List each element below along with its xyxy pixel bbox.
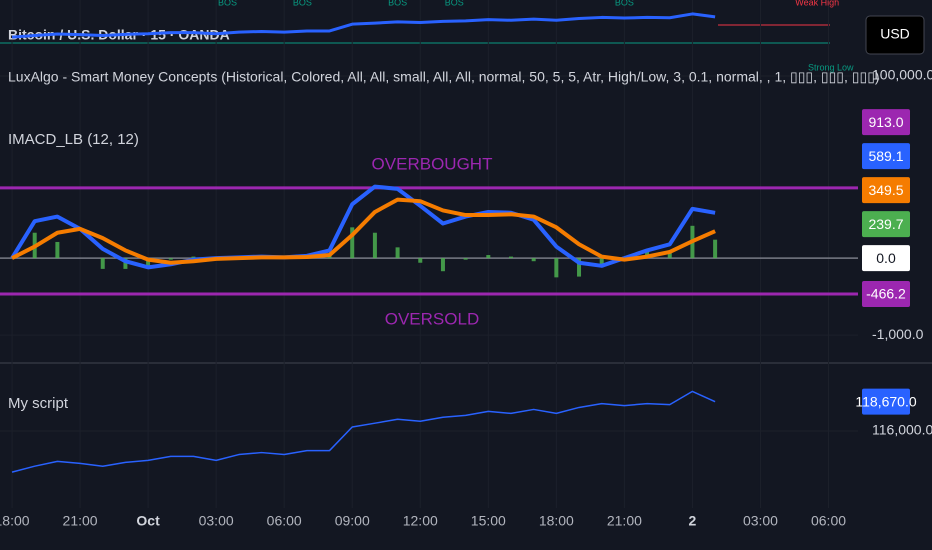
- value-label-box: [862, 177, 910, 204]
- histogram-bar: [372, 232, 377, 259]
- x-tick-label: 03:00: [743, 513, 778, 529]
- x-tick-label: 18:00: [539, 513, 574, 529]
- histogram-bar: [168, 258, 173, 260]
- value-label-box: [862, 143, 910, 170]
- value-label-box: [862, 109, 910, 136]
- level-text: OVERSOLD: [385, 309, 479, 328]
- annotation: BOS: [445, 0, 464, 8]
- histogram-bar: [395, 247, 400, 259]
- currency-label[interactable]: USD: [880, 26, 910, 42]
- x-tick-label: 2: [689, 513, 697, 529]
- histogram-bar: [554, 258, 559, 278]
- value-label-box: [862, 280, 910, 307]
- histogram-bar: [577, 258, 582, 277]
- value-label: 913.0: [868, 114, 903, 130]
- histogram-bar: [146, 258, 151, 266]
- x-tick-label: 21:00: [63, 513, 98, 529]
- currency-button[interactable]: [865, 15, 925, 55]
- value-label: 239.7: [868, 216, 903, 232]
- x-tick-label: 06:00: [811, 513, 846, 529]
- histogram-bar: [418, 258, 423, 263]
- pane-title: My script: [8, 395, 69, 412]
- annotation: BOS: [615, 0, 634, 8]
- histogram-bar: [100, 258, 105, 269]
- x-tick-label: 12:00: [403, 513, 438, 529]
- histogram-bar: [191, 256, 196, 259]
- value-label-box: [862, 211, 910, 238]
- annotation: Strong Low: [808, 62, 854, 72]
- x-tick-label: 18:00: [0, 513, 30, 529]
- pane-title: IMACD_LB (12, 12): [8, 131, 139, 148]
- histogram-bar: [55, 241, 60, 259]
- value-label: -466.2: [866, 286, 906, 302]
- value-label: 349.5: [868, 182, 903, 198]
- histogram-bar: [508, 256, 513, 259]
- annotation: BOS: [293, 0, 312, 8]
- y-tick-label: 100,000.0: [872, 67, 932, 83]
- indicator-line: [10, 184, 716, 270]
- x-tick-label: 21:00: [607, 513, 642, 529]
- histogram-bar: [531, 258, 536, 262]
- x-tick-label: Oct: [136, 513, 160, 529]
- indicator-line: [11, 197, 716, 265]
- value-label: 118,670.0: [855, 393, 916, 409]
- indicator-title: LuxAlgo - Smart Money Concepts (Historic…: [8, 69, 880, 85]
- histogram-bar: [463, 258, 468, 260]
- annotation: BOS: [218, 0, 237, 8]
- histogram-bar: [123, 258, 128, 269]
- level-text: OVERBOUGHT: [372, 154, 493, 173]
- value-label-box: [862, 245, 910, 272]
- x-tick-label: 03:00: [199, 513, 234, 529]
- histogram-bar: [350, 227, 355, 259]
- x-tick-label: 15:00: [471, 513, 506, 529]
- x-tick-label: 06:00: [267, 513, 302, 529]
- histogram-bar: [667, 250, 672, 259]
- value-label: 589.1: [868, 148, 903, 164]
- script-line: [11, 390, 716, 473]
- histogram-bar: [440, 258, 445, 272]
- annotation: BOS: [388, 0, 407, 8]
- histogram-bar: [486, 255, 491, 259]
- value-label: 0.0: [876, 250, 896, 266]
- price-line: [11, 12, 716, 39]
- annotation: Weak High: [795, 0, 839, 8]
- histogram-bar: [713, 239, 718, 259]
- y-tick-label: 116,000.0: [872, 422, 932, 438]
- value-label-box: [862, 388, 910, 415]
- x-tick-label: 09:00: [335, 513, 370, 529]
- y-tick-label: -1,000.0: [872, 326, 924, 342]
- histogram-bar: [599, 258, 604, 268]
